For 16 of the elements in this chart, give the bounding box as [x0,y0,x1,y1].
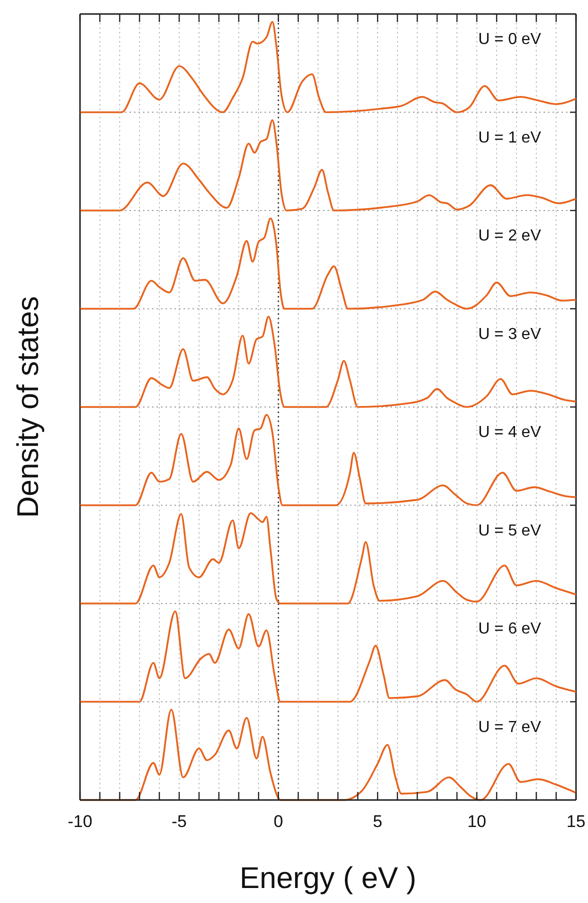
annotation: U = 5 eV [478,522,542,540]
annotation: U = 1 eV [478,129,542,146]
annotation: U = 6 eV [478,620,542,638]
x-tick-label: 15 [566,812,586,831]
x-tick-label: 0 [274,812,284,831]
x-tick-label: -5 [172,812,187,831]
y-axis-title: Density of states [12,296,45,518]
annotation: U = 3 eV [478,326,542,343]
x-tick-label: -10 [68,812,92,831]
annotation: U = 2 eV [478,228,542,244]
x-tick-label: 5 [372,812,382,831]
annotation: U = 7 eV [478,718,542,736]
x-axis-title: Energy ( eV ) [240,862,416,895]
annotation: U = 0 eV [478,31,542,48]
annotation: U = 4 eV [478,424,542,441]
x-tick-label: 10 [467,812,486,831]
